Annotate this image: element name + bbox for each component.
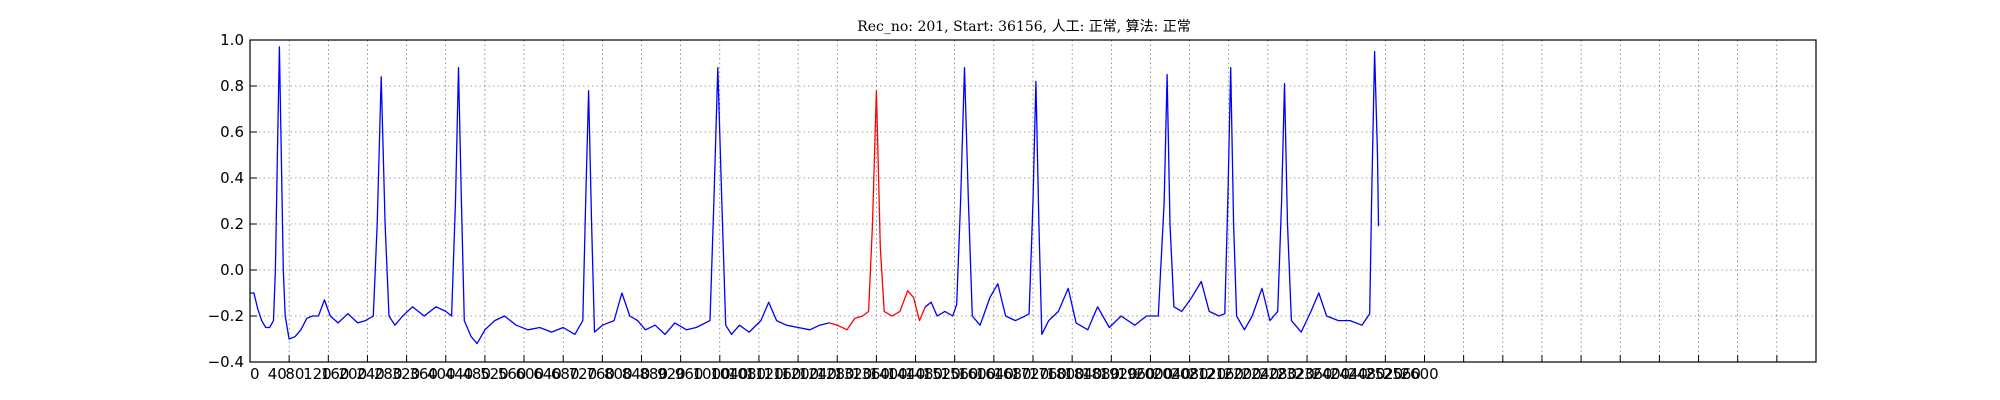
- x-tick-label: 2200: [1224, 365, 1262, 383]
- x-tick-label: 80: [285, 365, 304, 383]
- x-tick-label: 40: [268, 365, 287, 383]
- x-tick-label: 240: [356, 365, 385, 383]
- x-tick-label: 1160: [763, 365, 801, 383]
- x-tick-label: 1240: [799, 365, 837, 383]
- x-tick-label: 440: [445, 365, 474, 383]
- ecg-series-normal: [250, 46, 830, 345]
- x-tick-label: 2560: [1383, 365, 1421, 383]
- x-tick-label: 1520: [923, 365, 961, 383]
- y-tick-label: −0.2: [208, 307, 244, 325]
- x-tick-label: 1440: [887, 365, 925, 383]
- x-tick-label: 1880: [1082, 365, 1120, 383]
- x-tick-label: 1640: [976, 365, 1014, 383]
- ecg-series-normal-tail: [924, 50, 1380, 336]
- x-tick-label: 2480: [1347, 365, 1385, 383]
- x-tick-label: 1760: [1029, 365, 1067, 383]
- x-axis: 0 408012016020024028032036040044048052056…: [249, 355, 1817, 383]
- x-tick-label: 2280: [1259, 365, 1297, 383]
- y-tick-label: −0.4: [208, 353, 244, 371]
- x-tick-label: 680: [551, 365, 580, 383]
- x-tick-label: 2120: [1188, 365, 1226, 383]
- x-tick-label: 1720: [1011, 365, 1049, 383]
- x-tick-label: 1360: [852, 365, 890, 383]
- x-tick-label: 2320: [1277, 365, 1315, 383]
- x-tick-label: 1920: [1100, 365, 1138, 383]
- x-tick-label: 480: [462, 365, 491, 383]
- x-tick-label: 2600: [1401, 365, 1439, 383]
- x-tick-label: 2040: [1153, 365, 1191, 383]
- x-tick-label: 360: [409, 365, 438, 383]
- x-tick-label: 2240: [1241, 365, 1279, 383]
- x-tick-label: 600: [516, 365, 545, 383]
- x-tick-label: 1840: [1064, 365, 1102, 383]
- x-tick-label: 160: [321, 365, 350, 383]
- x-tick-label: 2520: [1365, 365, 1403, 383]
- y-tick-label: 1.0: [220, 31, 244, 49]
- x-tick-label: 520: [480, 365, 509, 383]
- x-tick-label: 1560: [940, 365, 978, 383]
- x-tick-label: 1400: [870, 365, 908, 383]
- y-tick-label: 0.2: [220, 215, 244, 233]
- x-tick-label: 560: [498, 365, 527, 383]
- x-tick-label: 200: [339, 365, 368, 383]
- x-tick-label: 2000: [1135, 365, 1173, 383]
- ecg-series-highlight: [829, 89, 926, 331]
- x-tick-label: 1200: [781, 365, 819, 383]
- x-tick-label: 1120: [746, 365, 784, 383]
- x-tick-label: 400: [427, 365, 456, 383]
- x-tick-label: 960: [675, 365, 704, 383]
- x-tick-label: 1800: [1047, 365, 1085, 383]
- x-tick-label: 2400: [1312, 365, 1350, 383]
- x-tick-label: 2440: [1330, 365, 1368, 383]
- x-tick-label: 720: [569, 365, 598, 383]
- x-tick-label: 2160: [1206, 365, 1244, 383]
- x-tick-label: 120: [303, 365, 332, 383]
- x-tick-label: 1960: [1117, 365, 1155, 383]
- y-tick-label: 0.4: [220, 169, 244, 187]
- x-tick-label: 1280: [816, 365, 854, 383]
- x-tick-label: 1040: [710, 365, 748, 383]
- y-axis: 1.0 0.8 0.6 0.4 0.2 0.0 −0.2 −0.4: [208, 31, 257, 371]
- series-lines: [250, 46, 1380, 345]
- y-tick-label: 0.0: [220, 261, 244, 279]
- x-tick-label: 2080: [1170, 365, 1208, 383]
- x-tick-label: 920: [657, 365, 686, 383]
- x-tick-label: 320: [392, 365, 421, 383]
- x-tick-label: 2360: [1294, 365, 1332, 383]
- x-tick-label: 1080: [728, 365, 766, 383]
- x-tick-label: 760: [586, 365, 615, 383]
- x-tick-label: 880: [639, 365, 668, 383]
- x-tick-label: 640: [533, 365, 562, 383]
- x-tick-label: 280: [374, 365, 403, 383]
- x-tick-label: 0: [250, 365, 260, 383]
- y-tick-label: 0.6: [220, 123, 244, 141]
- x-tick-label: 840: [622, 365, 651, 383]
- x-tick-label: 1680: [993, 365, 1031, 383]
- x-tick-label: 1600: [958, 365, 996, 383]
- x-tick-label: 1320: [834, 365, 872, 383]
- x-tick-label: 800: [604, 365, 633, 383]
- x-tick-label: 1480: [905, 365, 943, 383]
- x-tick-label: 1000: [693, 365, 731, 383]
- chart-title: Rec_no: 201, Start: 36156, 人工: 正常, 算法: 正…: [857, 19, 1191, 35]
- y-tick-label: 0.8: [220, 77, 244, 95]
